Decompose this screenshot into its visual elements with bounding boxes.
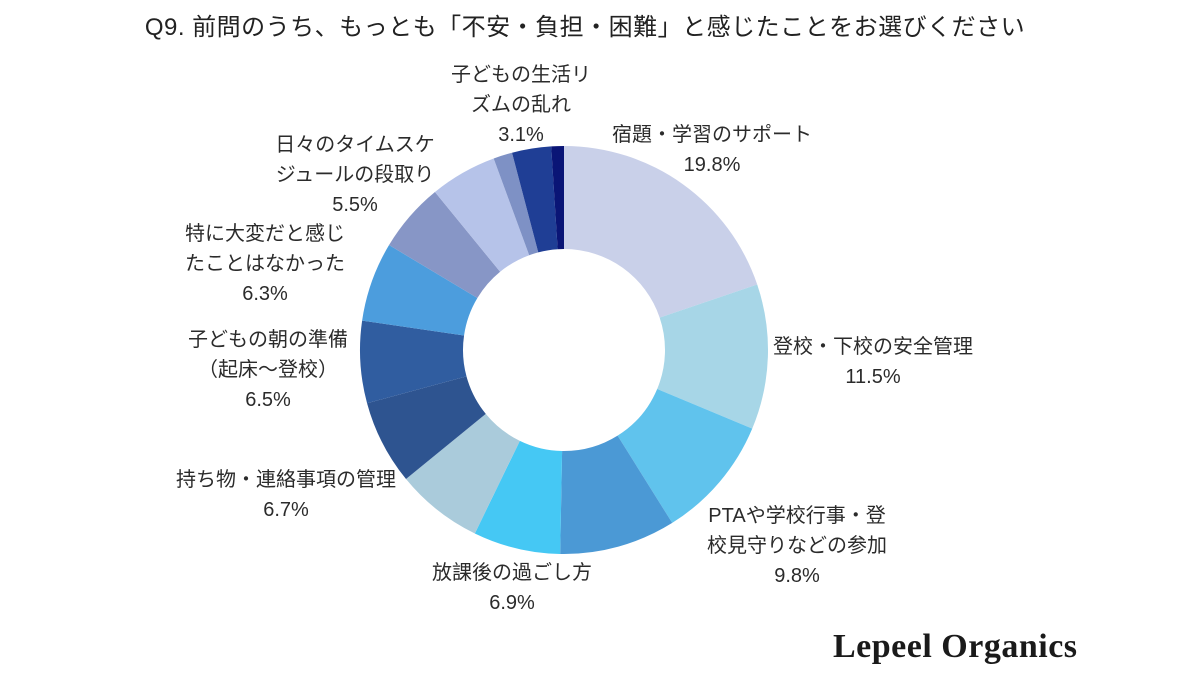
segment-label: PTAや学校行事・登 校見守りなどの参加 9.8% — [707, 505, 887, 587]
segment-label: 持ち物・連絡事項の管理 6.7% — [176, 469, 396, 521]
segment-label: 子どもの朝の準備 （起床〜登校） 6.5% — [188, 329, 348, 411]
donut-segment — [564, 146, 758, 318]
brand-logo: Lepeel Organics — [833, 628, 1078, 665]
donut-segment — [551, 145, 564, 250]
donut-segment — [657, 284, 769, 429]
donut-segment — [474, 440, 563, 554]
segment-label: 特に大変だと感じ たことはなかった 6.3% — [185, 223, 345, 305]
chart-title: Q9. 前問のうち、もっとも「不安・負担・困難」と感じたことをお選びください — [144, 14, 1026, 41]
donut-segment — [434, 158, 530, 272]
donut-segment — [367, 376, 486, 480]
donut-segment — [406, 413, 520, 534]
donut-segment — [360, 320, 467, 404]
segment-label: 子どもの生活リ ズムの乱れ 3.1% — [451, 64, 591, 146]
donut-segment — [389, 192, 501, 299]
donut-segment — [493, 152, 539, 256]
segment-label: 日々のタイムスケ ジュールの段取り 5.5% — [275, 134, 435, 216]
donut-segment — [617, 388, 753, 523]
segment-label: 放課後の過ごし方 6.9% — [432, 562, 592, 614]
segment-label: 登校・下校の安全管理 11.5% — [773, 336, 973, 388]
donut-segment — [362, 245, 478, 336]
segment-label: 宿題・学習のサポート 19.8% — [612, 124, 812, 176]
donut-segment — [560, 435, 673, 554]
donut-segment — [512, 146, 558, 253]
